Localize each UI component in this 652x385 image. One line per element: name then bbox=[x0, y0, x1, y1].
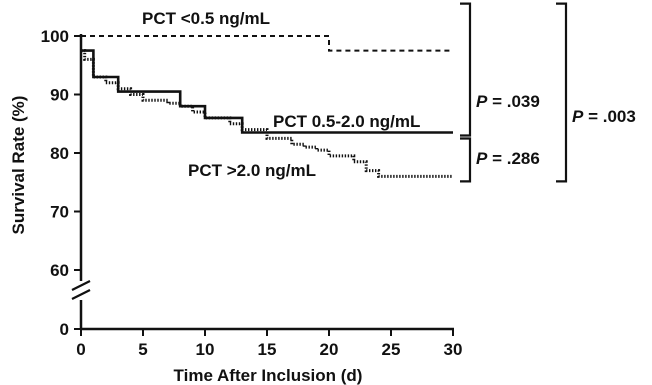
x-tick-label: 20 bbox=[320, 340, 339, 359]
bracket-mid-vs-high bbox=[460, 137, 472, 183]
y-axis-break-mark bbox=[71, 289, 91, 300]
y-tick-label: 60 bbox=[50, 261, 69, 280]
x-tick-label: 15 bbox=[258, 340, 277, 359]
series-label-high: PCT >2.0 ng/mL bbox=[188, 161, 316, 180]
series-line-low bbox=[81, 35, 453, 52]
series-line-mid bbox=[81, 49, 453, 134]
series-label-mid: PCT 0.5-2.0 ng/mL bbox=[273, 112, 420, 131]
annotations: PCT <0.5 ng/mL PCT 0.5-2.0 ng/mL PCT >2.… bbox=[9, 2, 636, 385]
p-value-low-vs-high: P = .003 bbox=[572, 107, 636, 126]
bracket-low-vs-mid bbox=[460, 2, 472, 137]
x-tick-label: 10 bbox=[196, 340, 215, 359]
bracket-low-vs-high bbox=[556, 2, 568, 183]
x-tick-label: 25 bbox=[382, 340, 401, 359]
y-axis-label: Survival Rate (%) bbox=[9, 96, 28, 235]
series-label-low: PCT <0.5 ng/mL bbox=[142, 9, 270, 28]
y-tick-label: 70 bbox=[50, 203, 69, 222]
y-tick-label: 100 bbox=[41, 27, 69, 46]
p-value-low-vs-mid: P = .039 bbox=[476, 92, 540, 111]
series-line-high bbox=[81, 49, 453, 178]
axes: 60 70 80 90 100 00 5 10 15 20 25 30 bbox=[41, 27, 463, 359]
y-axis-break-mark bbox=[71, 280, 91, 291]
y-tick-label: 80 bbox=[50, 144, 69, 163]
series-group bbox=[81, 35, 453, 178]
y-tick-label: 0 bbox=[60, 320, 69, 339]
x-tick-label: 5 bbox=[138, 340, 147, 359]
y-tick-label: 90 bbox=[50, 86, 69, 105]
p-value-mid-vs-high: P = .286 bbox=[476, 149, 540, 168]
x-axis-label: Time After Inclusion (d) bbox=[174, 366, 363, 385]
x-tick-label: 30 bbox=[444, 340, 463, 359]
x-tick-label: 0 bbox=[76, 340, 85, 359]
